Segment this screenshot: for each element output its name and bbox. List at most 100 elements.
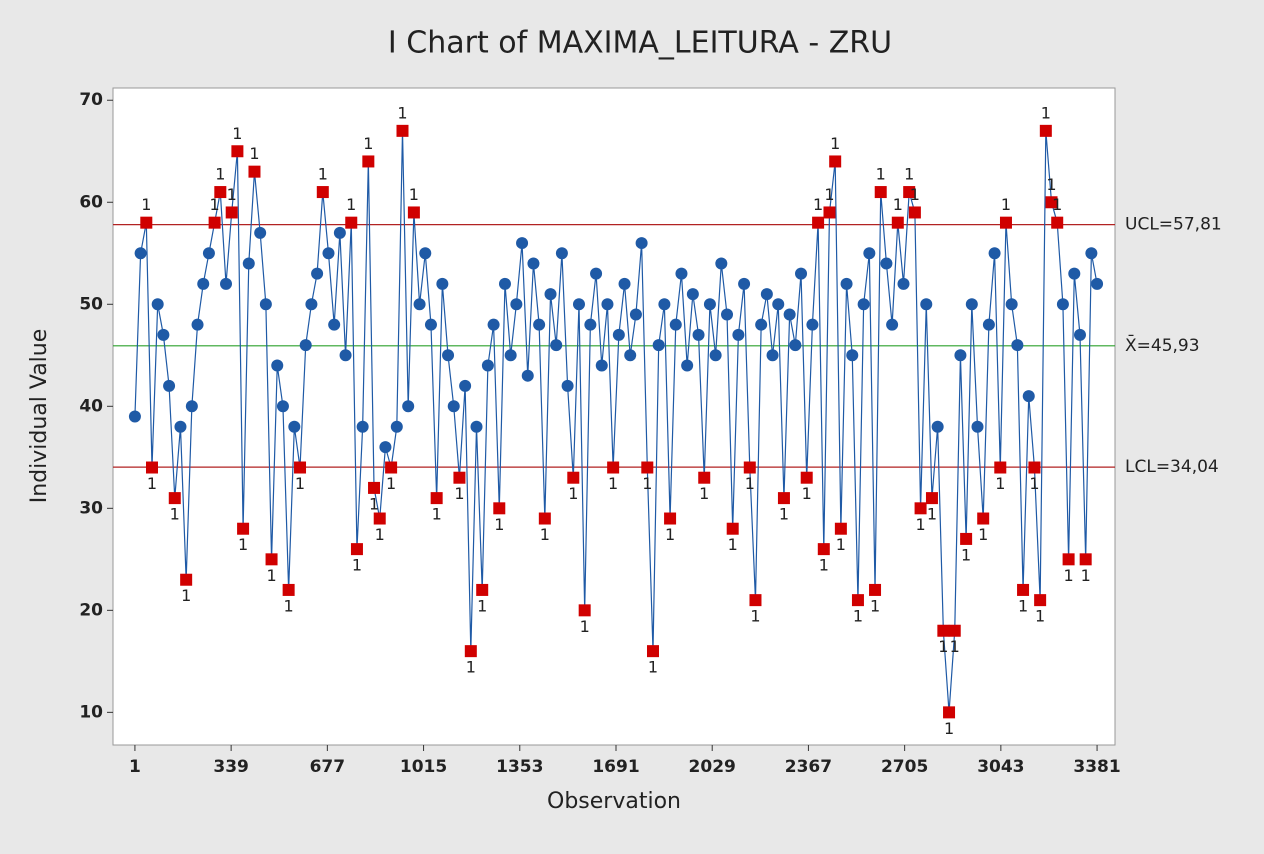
data-point xyxy=(174,420,187,433)
out-of-control-point xyxy=(316,186,329,199)
out-of-control-point xyxy=(578,604,591,617)
out-of-control-point xyxy=(294,461,307,474)
flag-label: 1 xyxy=(346,195,356,214)
out-of-control-point xyxy=(168,492,181,505)
out-of-control-point xyxy=(874,186,887,199)
data-point xyxy=(897,277,910,290)
data-point xyxy=(618,277,631,290)
flag-label: 1 xyxy=(494,515,504,534)
data-point xyxy=(459,379,472,392)
flag-label: 1 xyxy=(363,134,373,153)
data-point xyxy=(1005,298,1018,311)
data-point xyxy=(254,226,267,239)
limit-label: LCL=34,04 xyxy=(1125,457,1219,477)
flag-label: 1 xyxy=(210,195,220,214)
x-tick-label: 2029 xyxy=(689,757,736,777)
data-point xyxy=(692,328,705,341)
flag-label: 1 xyxy=(540,525,550,544)
flag-label: 1 xyxy=(904,165,914,184)
data-point xyxy=(436,277,449,290)
limit-label: X̄=45,93 xyxy=(1125,334,1200,356)
flag-label: 1 xyxy=(318,165,328,184)
flag-label: 1 xyxy=(876,165,886,184)
flag-label: 1 xyxy=(665,525,675,544)
out-of-control-point xyxy=(834,522,847,535)
data-point xyxy=(971,420,984,433)
flag-label: 1 xyxy=(648,658,658,677)
data-point xyxy=(447,400,460,413)
data-point xyxy=(481,359,494,372)
plot-area xyxy=(112,87,1116,746)
data-point xyxy=(772,298,785,311)
out-of-control-point xyxy=(282,583,295,596)
flag-label: 1 xyxy=(802,484,812,503)
out-of-control-point xyxy=(817,543,830,556)
flag-label: 1 xyxy=(819,556,829,575)
flag-label: 1 xyxy=(568,484,578,503)
flag-label: 1 xyxy=(750,607,760,626)
data-point xyxy=(561,379,574,392)
y-tick-label: 20 xyxy=(79,600,103,620)
y-tick-label: 60 xyxy=(79,192,103,212)
out-of-control-point xyxy=(362,155,375,168)
x-tick-label: 2367 xyxy=(785,757,832,777)
data-point xyxy=(766,349,779,362)
limit-label: UCL=57,81 xyxy=(1125,215,1222,235)
flag-label: 1 xyxy=(961,545,971,564)
data-point xyxy=(863,247,876,260)
out-of-control-point xyxy=(914,502,927,515)
out-of-control-point xyxy=(777,492,790,505)
out-of-control-point xyxy=(140,216,153,229)
data-point xyxy=(732,328,745,341)
flag-label: 1 xyxy=(170,505,180,524)
data-point xyxy=(498,277,511,290)
out-of-control-point xyxy=(925,492,938,505)
out-of-control-point xyxy=(368,481,381,494)
data-point xyxy=(510,298,523,311)
out-of-control-point xyxy=(1017,583,1030,596)
out-of-control-point xyxy=(994,461,1007,474)
out-of-control-point xyxy=(829,155,842,168)
data-point xyxy=(339,349,352,362)
out-of-control-point xyxy=(641,461,654,474)
flag-label: 1 xyxy=(375,525,385,544)
data-point xyxy=(191,318,204,331)
flag-label: 1 xyxy=(232,124,242,143)
data-point xyxy=(703,298,716,311)
data-point xyxy=(840,277,853,290)
out-of-control-point xyxy=(208,216,221,229)
out-of-control-point xyxy=(1028,461,1041,474)
data-point xyxy=(487,318,500,331)
x-tick-label: 1353 xyxy=(496,757,543,777)
data-point xyxy=(259,298,272,311)
x-tick-label: 1691 xyxy=(592,757,639,777)
flag-label: 1 xyxy=(813,195,823,214)
flag-label: 1 xyxy=(409,185,419,204)
out-of-control-point xyxy=(464,645,477,658)
y-axis-label: Individual Value xyxy=(27,329,52,504)
flag-label: 1 xyxy=(1029,474,1039,493)
data-point xyxy=(595,359,608,372)
data-point xyxy=(920,298,933,311)
data-line xyxy=(134,130,1098,713)
data-point xyxy=(516,237,529,250)
data-point xyxy=(721,308,734,321)
flag-label: 1 xyxy=(181,586,191,605)
data-point xyxy=(220,277,233,290)
data-point xyxy=(470,420,483,433)
out-of-control-point xyxy=(567,471,580,484)
out-of-control-point xyxy=(493,502,506,515)
out-of-control-point xyxy=(1062,553,1075,566)
out-of-control-point xyxy=(937,624,950,637)
flag-label: 1 xyxy=(1035,607,1045,626)
flag-label: 1 xyxy=(580,617,590,636)
x-tick-label: 339 xyxy=(213,757,249,777)
data-point xyxy=(806,318,819,331)
data-point xyxy=(982,318,995,331)
data-point xyxy=(886,318,899,331)
data-point xyxy=(276,400,289,413)
data-point xyxy=(715,257,728,270)
data-point xyxy=(629,308,642,321)
out-of-control-point xyxy=(248,165,261,178)
out-of-control-point xyxy=(407,206,420,219)
